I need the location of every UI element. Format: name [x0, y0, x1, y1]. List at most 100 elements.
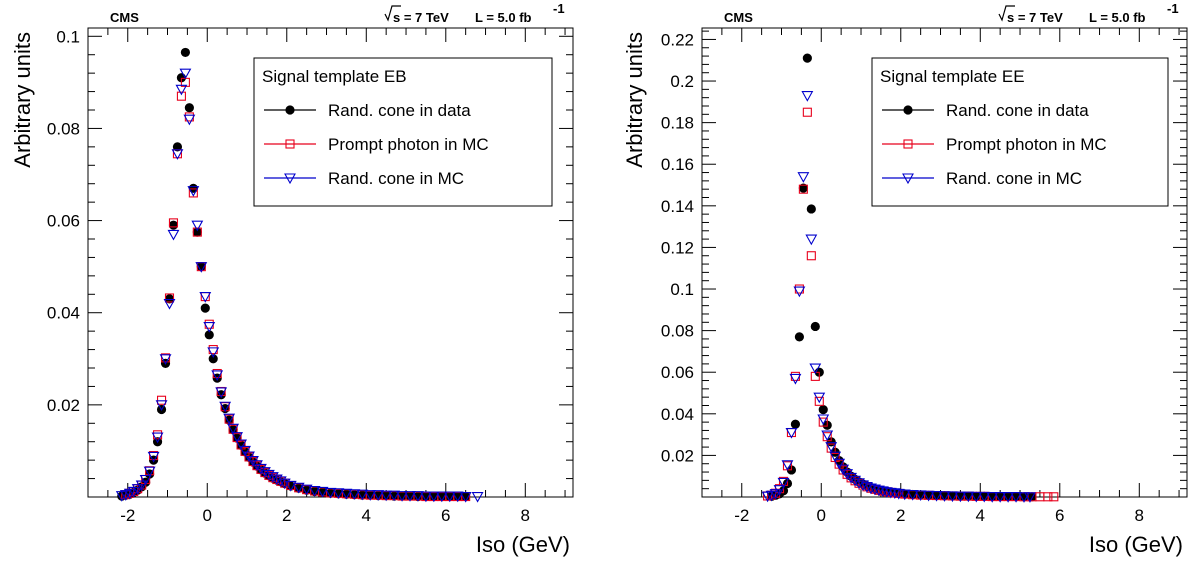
ee-data-point [876, 486, 889, 498]
eb-data-point [164, 293, 175, 303]
ee-data-point [829, 451, 842, 463]
ee-data-point [797, 172, 810, 183]
eb-data-point [356, 489, 369, 501]
eb-data-point [172, 142, 183, 152]
eb-legend-marker [284, 173, 296, 185]
ee-x-axis-title: Iso (GeV) [1089, 532, 1183, 557]
eb-data-point [341, 489, 352, 499]
eb-data-point [419, 491, 432, 503]
eb-data-point [239, 445, 251, 457]
ee-data-point [845, 472, 858, 484]
ee-data-point [865, 483, 877, 495]
eb-y-tick-label: 0.08 [47, 119, 80, 138]
eb-data-point [380, 490, 393, 502]
eb-data-point [180, 47, 190, 58]
eb-data-point [333, 489, 344, 499]
eb-data-point [207, 347, 220, 359]
eb-lumi-exponent: -1 [553, 1, 565, 16]
eb-data-point [471, 491, 484, 503]
ee-data-point [922, 490, 935, 502]
eb-data-point [357, 490, 367, 500]
eb-data-point [188, 188, 198, 198]
ee-experiment-label: CMS [724, 10, 753, 25]
ee-y-tick-label: 0.16 [661, 155, 694, 174]
eb-data-point [388, 490, 401, 502]
ee-y-tick-label: 0.14 [661, 197, 694, 216]
ee-data-point [861, 482, 873, 493]
ee-legend-entry: Rand. cone in MC [946, 169, 1082, 188]
eb-data-point [396, 491, 408, 502]
eb-data-point [340, 488, 353, 500]
eb-data-point [308, 486, 321, 497]
eb-data-point [191, 220, 204, 232]
eb-x-tick-label: 2 [282, 506, 291, 525]
ee-legend-marker [903, 105, 913, 115]
ee-data-point [954, 491, 967, 503]
ee-data-point [773, 485, 786, 496]
eb-data-point [412, 491, 424, 502]
eb-data-point [373, 491, 383, 501]
eb-data-point [192, 227, 202, 237]
eb-data-point [208, 354, 218, 364]
eb-data-point [184, 103, 194, 113]
eb-data-point [324, 487, 337, 499]
eb-data-point [203, 321, 216, 333]
eb-data-point [223, 413, 236, 425]
ee-y-tick-label: 0.02 [661, 446, 694, 465]
eb-data-point [300, 484, 313, 496]
eb-data-point [332, 488, 345, 499]
ee-data-point [994, 492, 1007, 503]
ee-y-tick-label: 0.22 [661, 30, 694, 49]
ee-data-point [781, 460, 794, 471]
ee-legend-marker [903, 139, 913, 149]
eb-data-point [364, 490, 377, 501]
ee-x-tick-label: 8 [1135, 506, 1144, 525]
ee-data-point [986, 492, 999, 503]
ee-data-point [802, 53, 812, 63]
ee-legend-marker [902, 173, 914, 185]
ee-data-point [888, 488, 901, 499]
eb-energy-label: s = 7 TeV [393, 10, 449, 25]
ee-legend-box [871, 57, 1169, 207]
ee-y-tick-label: 0.2 [670, 72, 694, 91]
eb-data-point [195, 262, 208, 273]
eb-data-point [156, 395, 167, 405]
ee-data-point [793, 286, 806, 298]
eb-x-tick-label: 6 [441, 506, 450, 525]
eb-data-point [451, 491, 464, 503]
ee-sqrt-icon [998, 5, 1015, 22]
ee-data-point [817, 414, 830, 426]
eb-data-point [270, 474, 283, 486]
eb-data-point [200, 303, 210, 313]
ee-data-point [813, 392, 826, 404]
ee-data-point [1018, 492, 1030, 503]
eb-data-point [176, 91, 186, 101]
eb-legend-box [253, 57, 553, 207]
eb-data-point [227, 423, 240, 435]
eb-data-point [219, 401, 232, 413]
eb-data-point [168, 218, 179, 228]
ee-data-point [1010, 492, 1022, 503]
eb-data-point [139, 474, 152, 486]
ee-data-point [821, 430, 834, 442]
ee-data-point [930, 490, 943, 502]
ee-x-tick-label: 4 [976, 506, 985, 525]
ee-data-point [802, 107, 812, 117]
eb-data-point [183, 114, 196, 126]
eb-data-point [179, 68, 192, 80]
eb-lumi-label: L = 5.0 fb [475, 10, 532, 25]
ee-data-point [872, 485, 885, 497]
eb-legend: Signal template EB Rand. cone in data Prom… [253, 57, 553, 207]
eb-data-point [292, 482, 305, 494]
eb-legend-title: Signal template EB [262, 67, 407, 86]
ee-y-tick-label: 0.18 [661, 114, 694, 133]
ee-data-point [914, 490, 927, 502]
eb-data-point [266, 472, 279, 483]
ee-legend: Signal template EE Rand. cone in data Prom… [871, 57, 1169, 207]
eb-y-tick-label: 0.04 [47, 304, 80, 323]
ee-panel: -2 0 2 4 6 8 0.02 0.04 0.06 0.08 0.1 0.12 0.14 0.16 0.… [622, 1, 1188, 557]
ee-lumi-label: L = 5.0 fb [1089, 10, 1146, 25]
ee-y-axis-title: Arbitrary units [622, 32, 647, 168]
ee-data-point [857, 480, 869, 492]
